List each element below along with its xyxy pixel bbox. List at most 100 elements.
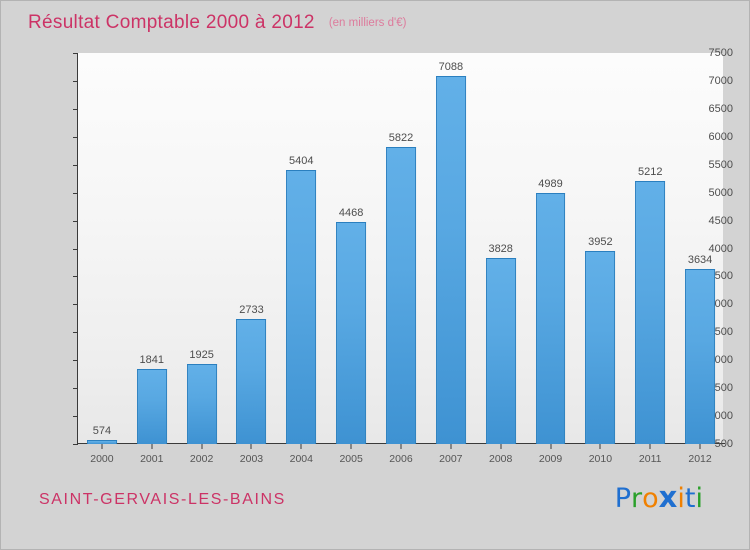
x-axis-tick-mark bbox=[400, 444, 402, 449]
y-axis-tick-mark bbox=[73, 192, 78, 194]
y-axis-tick-mark bbox=[73, 80, 78, 82]
bar[interactable] bbox=[435, 76, 466, 444]
x-axis-tick-label: 2003 bbox=[239, 453, 264, 465]
x-axis-tick-mark bbox=[201, 444, 203, 449]
bar[interactable] bbox=[386, 146, 416, 444]
bar[interactable] bbox=[286, 170, 317, 444]
bar-value-label: 574 bbox=[92, 424, 112, 437]
x-axis-tick-mark bbox=[250, 444, 252, 449]
y-axis-tick-mark bbox=[73, 108, 78, 110]
proxiti-logo[interactable]: Proxiti bbox=[614, 480, 703, 514]
bar-value-label: 5822 bbox=[388, 131, 414, 144]
y-axis-tick-mark bbox=[73, 304, 78, 306]
x-axis-tick-label: 2008 bbox=[489, 453, 513, 465]
y-axis-tick-mark bbox=[73, 444, 78, 445]
bar-group: 4468 2005 bbox=[326, 53, 376, 465]
chart-subtitle: (en milliers d'€) bbox=[328, 17, 407, 29]
y-axis-tick-label: 7500 bbox=[708, 47, 733, 59]
bar-group: 2733 2003 bbox=[227, 53, 277, 465]
logo-letter: r bbox=[631, 483, 643, 514]
x-axis-tick-mark bbox=[500, 444, 502, 449]
y-axis-tick-label: 5500 bbox=[708, 158, 733, 171]
bar[interactable] bbox=[535, 193, 566, 444]
bar[interactable] bbox=[136, 369, 167, 444]
bar[interactable] bbox=[685, 268, 716, 444]
bar[interactable] bbox=[585, 251, 616, 444]
logo-letter: o bbox=[642, 483, 659, 514]
x-axis-tick-mark bbox=[550, 444, 552, 449]
x-axis-tick-mark bbox=[151, 444, 153, 449]
bar-value-label: 1841 bbox=[139, 354, 165, 367]
bar-group: 1841 2001 bbox=[127, 53, 177, 465]
x-axis-tick-label: 2005 bbox=[339, 453, 363, 465]
logo-letter: x bbox=[658, 480, 678, 514]
logo-letter: i bbox=[695, 483, 703, 514]
bar[interactable] bbox=[86, 439, 117, 444]
bar-value-label: 3828 bbox=[488, 243, 513, 256]
y-axis-tick-mark bbox=[73, 360, 78, 362]
x-axis-tick-label: 2001 bbox=[140, 453, 164, 465]
y-axis-tick-mark bbox=[73, 53, 78, 54]
x-axis-tick-label: 2006 bbox=[389, 453, 413, 465]
bar-group: 1925 2002 bbox=[177, 53, 227, 465]
bar-group: 4989 2009 bbox=[526, 53, 576, 465]
y-axis-tick-mark bbox=[73, 276, 78, 278]
bar-value-label: 7088 bbox=[438, 61, 464, 74]
bar[interactable] bbox=[186, 364, 217, 444]
bar[interactable] bbox=[236, 319, 267, 444]
bar-group: 5212 2011 bbox=[625, 53, 675, 465]
plot-container: 500 1000 1500 2000 2500 3000 3500 4000 4500 5000 5… bbox=[19, 45, 733, 470]
logo-letter: i bbox=[677, 483, 685, 514]
x-axis-tick-label: 2011 bbox=[638, 453, 662, 465]
chart-footer: SAINT-GERVAIS-LES-BAINS Proxiti bbox=[1, 471, 749, 549]
x-axis-tick-label: 2007 bbox=[439, 453, 463, 465]
bar[interactable] bbox=[635, 180, 666, 444]
y-axis-tick-mark bbox=[73, 164, 78, 166]
bar-value-label: 1925 bbox=[189, 349, 214, 362]
bar-value-label: 4989 bbox=[538, 178, 563, 191]
page-title: Résultat Comptable 2000 à 2012 bbox=[28, 12, 315, 33]
y-axis-tick-label: 6000 bbox=[708, 130, 733, 143]
bar-value-label: 3952 bbox=[588, 236, 613, 249]
x-axis-tick-label: 2000 bbox=[90, 453, 114, 465]
bar-value-label: 3634 bbox=[687, 253, 713, 266]
y-axis-tick-label: 500 bbox=[714, 438, 733, 450]
bar[interactable] bbox=[336, 222, 367, 444]
bar-group: 3634 2012 bbox=[675, 53, 725, 465]
bar[interactable] bbox=[485, 258, 516, 444]
bar-value-label: 5404 bbox=[289, 155, 314, 168]
y-axis-tick-mark bbox=[73, 248, 78, 250]
y-axis-tick-mark bbox=[73, 220, 78, 222]
commune-name: SAINT-GERVAIS-LES-BAINS bbox=[39, 491, 286, 508]
x-axis-tick-mark bbox=[699, 444, 701, 449]
x-axis-tick-label: 2002 bbox=[189, 453, 214, 465]
bar-value-label: 5212 bbox=[637, 165, 663, 178]
bar-group: 3828 2008 bbox=[476, 53, 526, 465]
chart-header: Résultat Comptable 2000 à 2012 (en milli… bbox=[1, 1, 749, 45]
bar-value-label: 4468 bbox=[338, 207, 364, 220]
bar-value-label: 2733 bbox=[239, 304, 264, 317]
bar-group: 7088 2007 bbox=[426, 53, 476, 465]
bar-group: 574 2000 bbox=[77, 53, 127, 465]
x-axis-tick-label: 2010 bbox=[588, 453, 613, 465]
y-axis-tick-label: 6500 bbox=[708, 102, 733, 115]
y-axis-tick-mark bbox=[73, 416, 78, 418]
logo-letter: P bbox=[614, 483, 632, 514]
x-axis-tick-mark bbox=[300, 444, 302, 449]
y-axis-tick-mark bbox=[73, 136, 78, 138]
y-axis-tick-label: 7000 bbox=[708, 74, 733, 87]
x-axis-tick-label: 2009 bbox=[538, 453, 563, 465]
y-axis-tick-label: 4000 bbox=[708, 242, 733, 255]
y-axis-tick-label: 4500 bbox=[708, 214, 733, 227]
x-axis-tick-label: 2004 bbox=[289, 453, 313, 465]
y-axis-tick-mark bbox=[73, 388, 78, 390]
x-axis-tick-mark bbox=[101, 444, 103, 449]
x-axis-tick-label: 2012 bbox=[688, 453, 712, 465]
x-axis-tick-mark bbox=[599, 444, 601, 449]
bars-layer: 574 2000 1841 2001 1925 2002 2733 2003 5404 2004 4… bbox=[77, 53, 725, 465]
bar-group: 3952 2010 bbox=[575, 53, 625, 465]
x-axis-tick-mark bbox=[450, 444, 452, 449]
bar-group: 5822 2006 bbox=[376, 53, 426, 465]
y-axis-tick-label: 5000 bbox=[708, 186, 733, 199]
